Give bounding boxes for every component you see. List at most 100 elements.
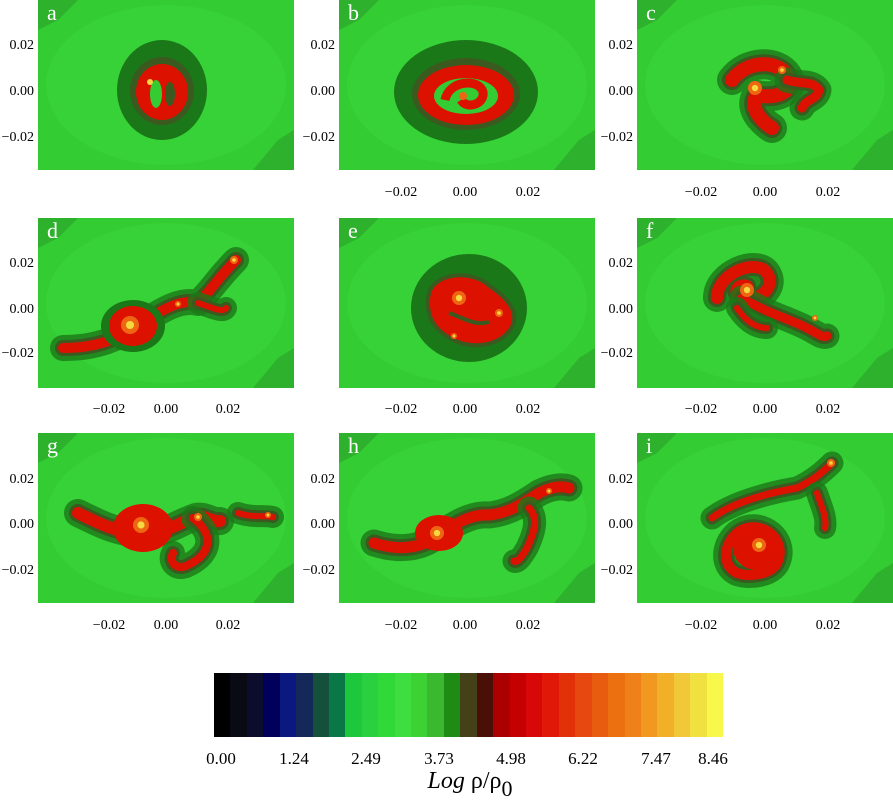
colorbar-segment xyxy=(476,673,494,737)
density-map-h xyxy=(339,433,595,603)
xtick-h-2: 0.02 xyxy=(515,618,541,633)
panel-label-e: e xyxy=(348,218,358,243)
colorbar-segment xyxy=(427,673,444,737)
colorbar-segment xyxy=(509,673,527,737)
xtick-g-0: −0.02 xyxy=(92,618,126,633)
panel-label-d: d xyxy=(47,218,58,243)
xtick-c-0: −0.02 xyxy=(684,185,718,200)
hot-peak xyxy=(755,541,763,549)
colorbar-segment xyxy=(214,673,231,737)
corner-patch xyxy=(253,130,294,170)
ytick-i-0: 0.02 xyxy=(608,472,634,487)
hot-peak xyxy=(813,316,817,320)
ytick-g-0: 0.02 xyxy=(9,472,35,487)
panel-d: d xyxy=(38,218,294,388)
ytick-h-2: −0.02 xyxy=(302,563,335,578)
density-filament xyxy=(58,255,241,353)
corner-patch xyxy=(38,433,78,463)
ytick-b-1: 0.00 xyxy=(310,84,336,99)
hot-peak xyxy=(196,515,200,519)
hot-peak xyxy=(232,258,236,262)
panel-label-c: c xyxy=(646,0,656,25)
xtick-f-2: 0.02 xyxy=(815,402,841,417)
colorbar-segment xyxy=(246,673,264,737)
xtick-d-2: 0.02 xyxy=(215,402,241,417)
colorbar-segment xyxy=(640,673,658,737)
corner-patch xyxy=(554,563,595,603)
hot-peak xyxy=(266,513,270,517)
panel-e: e xyxy=(339,218,595,388)
hot-region xyxy=(459,92,467,100)
ytick-i-1: 0.00 xyxy=(608,517,634,532)
ytick-b-0: 0.02 xyxy=(310,38,336,53)
ytick-i-2: −0.02 xyxy=(600,563,633,578)
density-gap xyxy=(448,311,490,325)
colorbar-segment xyxy=(230,673,247,737)
xtick-i-0: −0.02 xyxy=(684,618,718,633)
density-map-e xyxy=(339,218,595,388)
ytick-f-1: 0.00 xyxy=(608,302,634,317)
xtick-c-2: 0.02 xyxy=(815,185,841,200)
colorbar-label-log: Log xyxy=(427,768,465,794)
xtick-e-2: 0.02 xyxy=(515,402,541,417)
colorbar-label-rho: ρ/ρ xyxy=(470,768,502,794)
xtick-i-1: 0.00 xyxy=(752,618,778,633)
panel-label-i: i xyxy=(646,433,653,458)
corner-patch xyxy=(339,218,379,248)
density-filament xyxy=(440,78,488,110)
colorbar-segment xyxy=(493,673,510,737)
density-filament xyxy=(782,75,824,113)
colorbar-segment xyxy=(526,673,543,737)
panel-i: i xyxy=(637,433,893,603)
density-map-g xyxy=(38,433,294,603)
xtick-h-1: 0.00 xyxy=(452,618,478,633)
density-filament xyxy=(734,305,770,331)
panel-label-f: f xyxy=(646,218,654,243)
colorbar-segment xyxy=(312,673,329,737)
density-map-d xyxy=(38,218,294,388)
colorbar-segment xyxy=(657,673,674,737)
colorbar-segment xyxy=(542,673,559,737)
colorbar-tick-2: 2.49 xyxy=(351,749,381,768)
colorbar-segment xyxy=(591,673,609,737)
panel-label-b: b xyxy=(348,0,359,25)
hot-peak xyxy=(497,311,501,315)
density-gap xyxy=(150,80,162,108)
corner-patch xyxy=(339,433,379,463)
hot-peak xyxy=(452,334,456,338)
corner-patch xyxy=(852,348,893,388)
ytick-d-1: 0.00 xyxy=(9,302,35,317)
panel-g: g xyxy=(38,433,294,603)
colorbar-tick-1: 1.24 xyxy=(279,749,309,768)
hot-peak xyxy=(829,461,833,465)
density-map-a xyxy=(38,0,294,170)
hot-peak xyxy=(547,489,551,493)
hot-peak xyxy=(751,84,759,92)
density-gap xyxy=(165,82,175,106)
density-filament xyxy=(195,300,229,314)
xtick-h-0: −0.02 xyxy=(384,618,418,633)
panel-a: a xyxy=(38,0,294,170)
colorbar-segment xyxy=(706,673,724,737)
colorbar xyxy=(214,673,724,737)
hot-peak xyxy=(743,286,751,294)
ytick-a-2: −0.02 xyxy=(1,130,34,145)
colorbar-tick-7: 8.46 xyxy=(698,749,728,768)
colorbar-segment xyxy=(378,673,395,737)
ytick-d-0: 0.02 xyxy=(9,256,35,271)
ytick-a-0: 0.02 xyxy=(9,38,35,53)
colorbar-tick-0: 0.00 xyxy=(206,749,236,768)
ytick-a-1: 0.00 xyxy=(9,84,35,99)
ytick-c-2: −0.02 xyxy=(600,130,633,145)
ytick-c-1: 0.00 xyxy=(608,84,634,99)
corner-patch xyxy=(339,0,379,30)
ytick-f-2: −0.02 xyxy=(600,346,633,361)
ytick-h-1: 0.00 xyxy=(310,517,336,532)
xtick-i-2: 0.02 xyxy=(815,618,841,633)
panel-f: f xyxy=(637,218,893,388)
colorbar-tick-3: 3.73 xyxy=(424,749,454,768)
colorbar-segment xyxy=(345,673,362,737)
colorbar-segment xyxy=(608,673,625,737)
xtick-b-1: 0.00 xyxy=(452,185,478,200)
hot-peak xyxy=(176,302,180,306)
